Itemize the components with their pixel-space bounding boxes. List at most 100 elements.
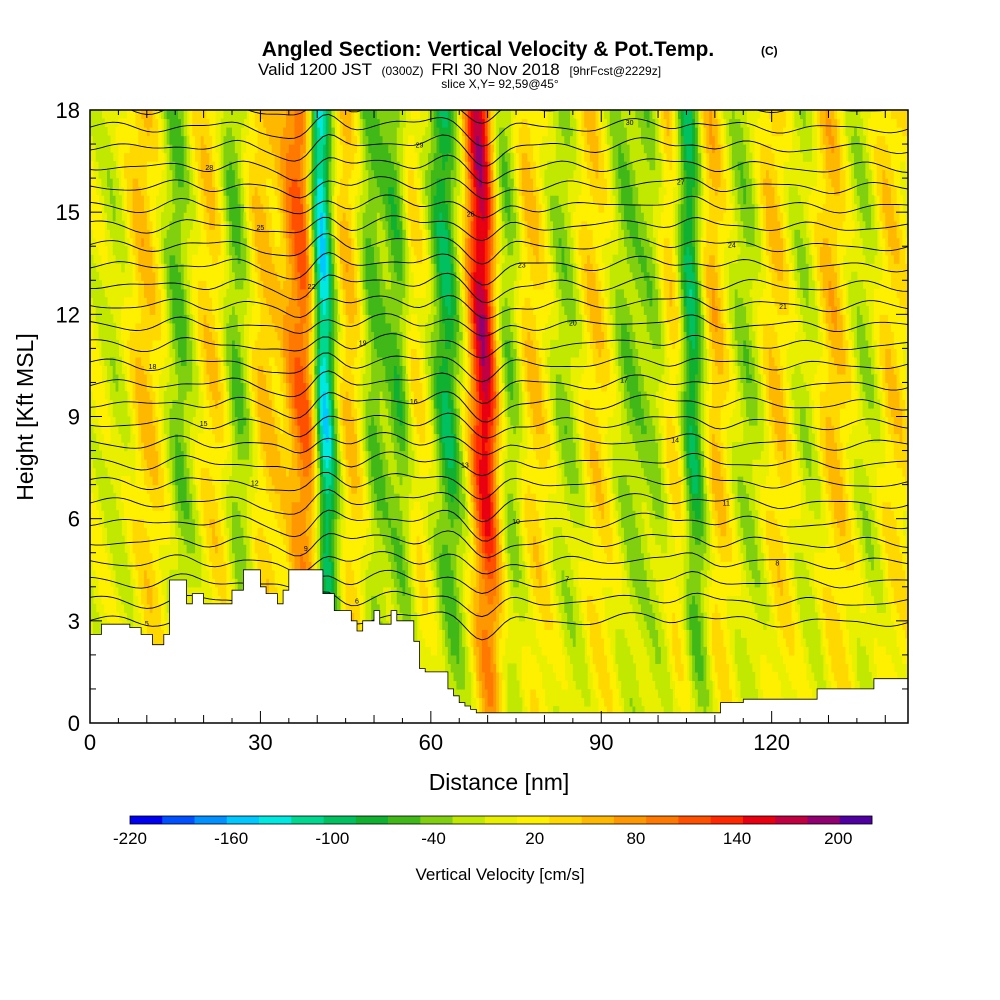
velocity-cell	[274, 314, 279, 324]
velocity-cell	[240, 467, 244, 477]
velocity-cell	[183, 297, 188, 307]
velocity-cell	[300, 288, 304, 298]
velocity-cell	[152, 161, 156, 171]
velocity-cell	[155, 612, 159, 622]
velocity-cell	[229, 127, 233, 137]
velocity-cell	[172, 442, 176, 452]
velocity-cell	[138, 144, 142, 154]
velocity-cell	[303, 467, 307, 477]
velocity-cell	[104, 322, 108, 332]
velocity-cell	[203, 339, 208, 349]
velocity-cell	[291, 544, 296, 554]
velocity-cell	[240, 416, 244, 426]
velocity-cell	[271, 314, 276, 324]
velocity-cell	[217, 484, 222, 494]
velocity-cell	[112, 510, 117, 520]
velocity-cell	[260, 552, 264, 562]
velocity-cell	[141, 280, 145, 290]
velocity-cell	[175, 229, 179, 239]
velocity-cell	[95, 118, 100, 128]
velocity-cell	[121, 169, 125, 179]
velocity-cell	[246, 280, 250, 290]
velocity-cell	[152, 118, 156, 128]
velocity-cell	[274, 586, 279, 596]
velocity-cell	[161, 493, 165, 503]
velocity-cell	[260, 237, 264, 247]
velocity-cell	[285, 433, 290, 443]
velocity-cell	[217, 212, 222, 222]
velocity-cell	[203, 297, 208, 307]
velocity-cell	[189, 527, 193, 537]
velocity-cell	[152, 493, 156, 503]
velocity-cell	[197, 118, 202, 128]
velocity-cell	[146, 331, 151, 341]
velocity-cell	[118, 399, 122, 409]
velocity-cell	[138, 203, 142, 213]
velocity-cell	[297, 450, 301, 460]
velocity-cell	[195, 390, 199, 401]
velocity-cell	[237, 527, 242, 537]
velocity-cell	[285, 459, 290, 469]
velocity-cell	[107, 501, 111, 511]
velocity-cell	[172, 425, 176, 435]
velocity-cell	[251, 212, 256, 222]
velocity-cell	[121, 569, 125, 579]
velocity-cell	[152, 637, 156, 647]
velocity-cell	[197, 578, 202, 588]
velocity-cell	[175, 382, 179, 392]
velocity-cell	[251, 331, 256, 341]
velocity-cell	[237, 280, 242, 290]
velocity-cell	[288, 493, 293, 503]
velocity-cell	[260, 382, 264, 392]
velocity-cell	[291, 297, 296, 307]
velocity-cell	[195, 552, 199, 562]
velocity-cell	[138, 195, 142, 205]
velocity-cell	[143, 450, 148, 460]
velocity-cell	[277, 195, 281, 205]
velocity-cell	[268, 433, 273, 443]
velocity-cell	[149, 544, 154, 554]
velocity-cell	[101, 254, 105, 264]
velocity-cell	[169, 161, 173, 171]
velocity-cell	[180, 390, 185, 401]
velocity-cell	[300, 476, 304, 486]
velocity-cell	[232, 195, 236, 205]
velocity-cell	[249, 442, 253, 452]
velocity-cell	[246, 212, 250, 222]
velocity-cell	[297, 203, 301, 213]
velocity-cell	[214, 373, 219, 384]
velocity-cell	[135, 246, 139, 256]
velocity-cell	[92, 544, 97, 554]
velocity-cell	[95, 561, 100, 571]
velocity-cell	[212, 561, 216, 571]
velocity-cell	[149, 229, 154, 239]
velocity-cell	[274, 297, 279, 307]
velocity-cell	[291, 195, 296, 205]
velocity-cell	[169, 246, 173, 256]
velocity-cell	[175, 467, 179, 477]
velocity-cell	[115, 612, 119, 622]
velocity-cell	[214, 305, 219, 315]
velocity-cell	[183, 212, 188, 222]
velocity-cell	[223, 161, 227, 171]
velocity-cell	[212, 510, 216, 520]
velocity-cell	[169, 399, 173, 409]
velocity-cell	[277, 220, 281, 230]
velocity-cell	[268, 135, 273, 145]
velocity-cell	[183, 425, 188, 435]
velocity-cell	[223, 135, 227, 145]
velocity-cell	[132, 280, 137, 290]
velocity-cell	[180, 203, 185, 213]
velocity-cell	[283, 331, 287, 341]
velocity-cell	[294, 493, 298, 503]
velocity-cell	[141, 297, 145, 307]
velocity-cell	[112, 373, 117, 384]
velocity-cell	[234, 212, 239, 222]
velocity-cell	[300, 416, 304, 426]
velocity-cell	[152, 407, 156, 418]
velocity-cell	[271, 178, 276, 188]
velocity-cell	[226, 169, 230, 179]
velocity-cell	[189, 493, 193, 503]
velocity-cell	[305, 433, 310, 443]
velocity-cell	[214, 518, 219, 528]
